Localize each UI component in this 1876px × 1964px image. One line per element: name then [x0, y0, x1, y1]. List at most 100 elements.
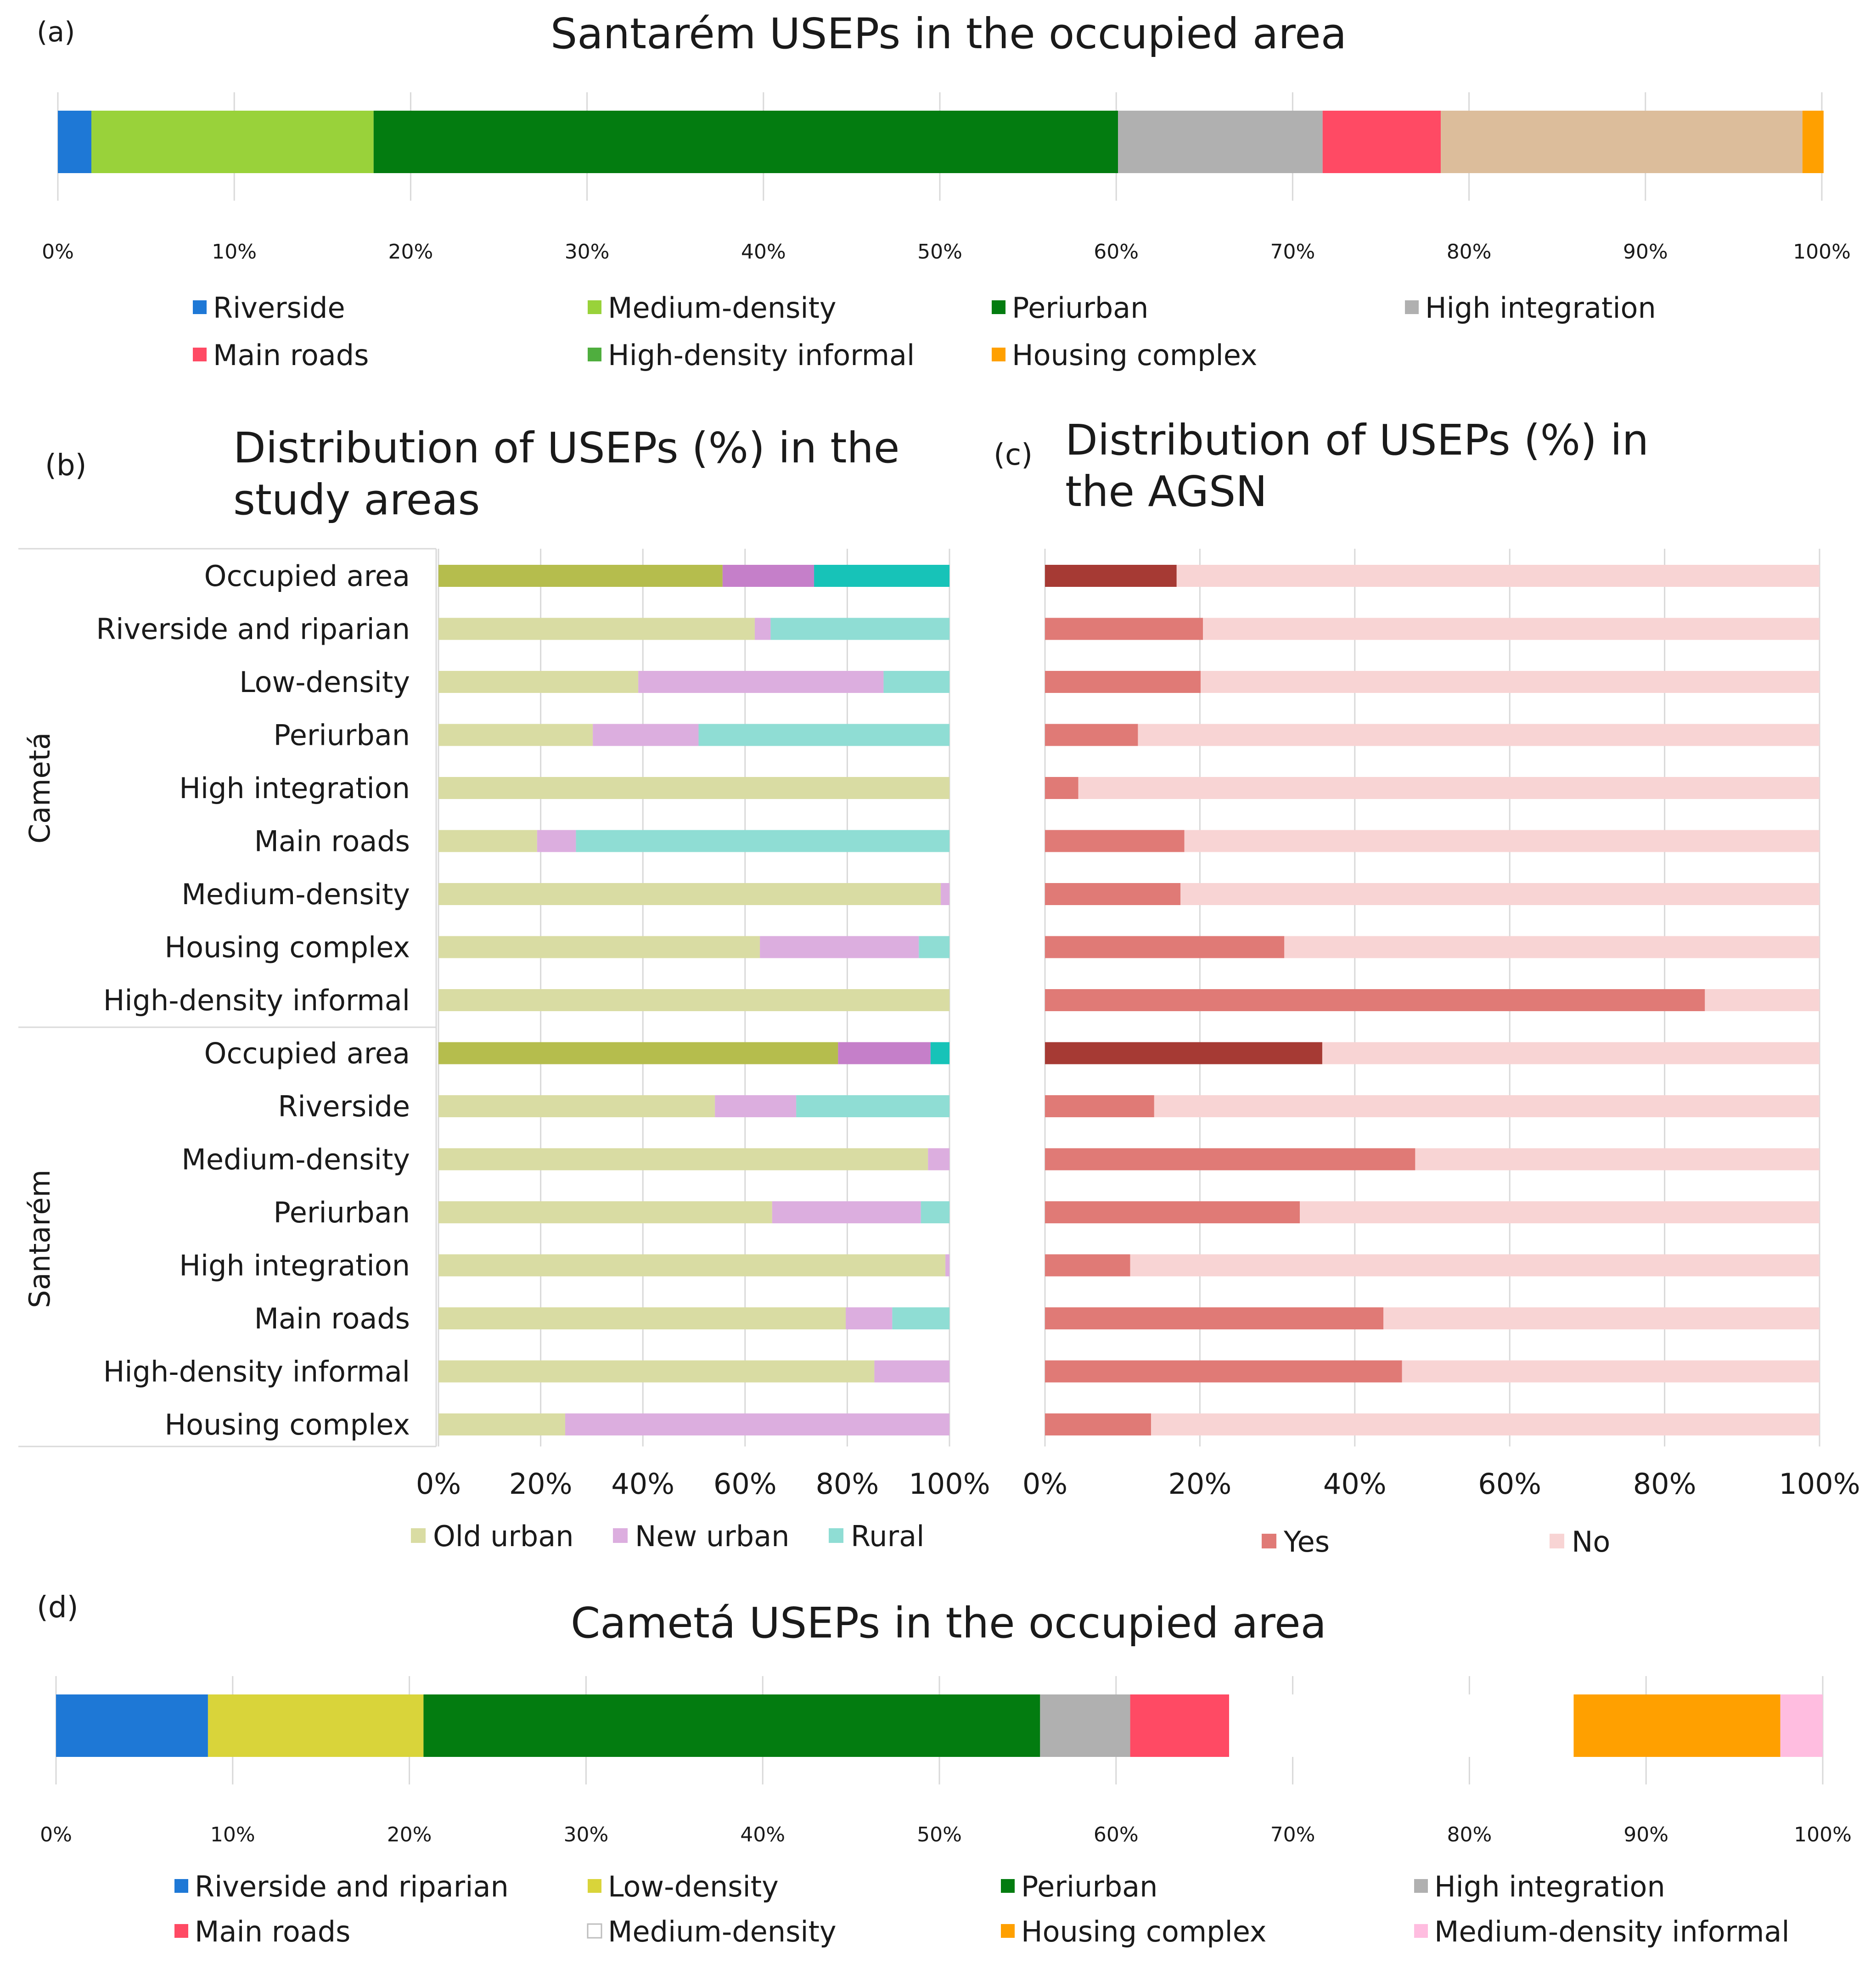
legend-label: High-density informal: [608, 338, 915, 372]
bar-segment: [892, 1307, 949, 1329]
panel-c-label: (c): [994, 438, 1033, 472]
bar-segment: [1229, 1694, 1574, 1757]
x-tick-label: 40%: [1323, 1467, 1387, 1501]
bar-segment: [772, 1201, 921, 1223]
row-label: Periurban: [274, 719, 410, 752]
no-segment: [1203, 618, 1820, 640]
legend-swatch: [588, 300, 601, 314]
row-label: Main roads: [254, 825, 410, 858]
legend-label: New urban: [635, 1519, 789, 1553]
x-tick-label: 20%: [388, 240, 433, 264]
bar-segment: [919, 936, 949, 958]
x-tick-label: 10%: [210, 1823, 255, 1846]
x-tick-label: 20%: [509, 1467, 573, 1501]
legend-swatch: [193, 300, 207, 314]
legend-label: Main roads: [213, 338, 369, 372]
bar-segment: [874, 1360, 949, 1383]
panel-a-santarem-occupied-area: (a) Santarém USEPs in the occupied area …: [37, 9, 1851, 372]
panel-b-label: (b): [45, 449, 87, 483]
legend-label: Medium-density informal: [1434, 1915, 1790, 1948]
panel-d-label: (d): [37, 1591, 79, 1625]
row-label: Periurban: [274, 1196, 410, 1229]
legend-swatch: [587, 1923, 602, 1939]
row-label: Riverside: [278, 1090, 410, 1123]
no-segment: [1151, 1413, 1820, 1435]
row-label: Housing complex: [165, 1408, 410, 1441]
row-label: High integration: [179, 771, 410, 805]
yes-segment: [1045, 1095, 1154, 1117]
legend-swatch: [1001, 1879, 1015, 1893]
bar-segment: [1118, 111, 1323, 173]
no-segment: [1284, 936, 1820, 958]
row-label: Occupied area: [204, 1037, 410, 1070]
x-tick-label: 50%: [917, 240, 962, 264]
yes-segment: [1045, 777, 1078, 799]
legend-label: Periurban: [1012, 291, 1148, 325]
bar-segment: [423, 1694, 1040, 1757]
row-label: Riverside and riparian: [96, 613, 410, 646]
bar-segment: [438, 777, 949, 799]
legend-label: Low-density: [608, 1870, 779, 1903]
yes-segment: [1045, 1042, 1322, 1064]
no-segment: [1201, 671, 1820, 693]
legend-label: Rural: [851, 1519, 924, 1553]
bar-segment: [438, 671, 639, 693]
legend-swatch: [992, 348, 1005, 361]
legend-swatch: [992, 300, 1005, 314]
bar-segment: [593, 724, 699, 746]
legend-swatch: [1001, 1924, 1015, 1938]
legend-label: Periurban: [1021, 1870, 1157, 1903]
x-tick-label: 80%: [815, 1467, 879, 1501]
legend-swatch: [1550, 1534, 1564, 1548]
yes-segment: [1045, 671, 1201, 693]
panel-b-title-line-1: Distribution of USEPs (%) in the: [233, 423, 899, 473]
bar-segment: [760, 936, 919, 958]
bar-segment: [838, 1042, 931, 1064]
row-label: Medium-density: [181, 1143, 410, 1176]
bar-segment: [537, 830, 576, 852]
legend-swatch: [829, 1528, 843, 1543]
bar-segment: [941, 883, 949, 905]
bar-segment: [438, 1413, 566, 1435]
bar-segment: [1802, 111, 1824, 173]
yes-segment: [1045, 1201, 1300, 1223]
legend-label: No: [1572, 1525, 1610, 1559]
no-segment: [1154, 1095, 1820, 1117]
bar-segment: [930, 1042, 949, 1064]
x-tick-label: 60%: [1094, 240, 1139, 264]
yes-segment: [1045, 1254, 1130, 1277]
panel-c-title-line-1: Distribution of USEPs (%) in: [1065, 416, 1649, 465]
x-tick-label: 90%: [1623, 1823, 1668, 1846]
bar-segment: [1573, 1694, 1781, 1757]
x-tick-label: 60%: [1478, 1467, 1541, 1501]
bar-segment: [576, 830, 949, 852]
x-tick-label: 70%: [1270, 1823, 1315, 1846]
bar-segment: [1130, 1694, 1230, 1757]
legend-label: Housing complex: [1021, 1915, 1266, 1948]
bar-segment: [846, 1307, 893, 1329]
bar-segment: [638, 671, 884, 693]
panel-b-distribution-study-areas: (b) Distribution of USEPs (%) in the stu…: [18, 423, 990, 1553]
yes-segment: [1045, 1148, 1415, 1171]
x-tick-label: 30%: [564, 1823, 609, 1846]
bar-segment: [438, 830, 537, 852]
legend-label: Riverside and riparian: [195, 1870, 509, 1903]
yes-segment: [1045, 883, 1181, 905]
x-tick-label: 50%: [917, 1823, 962, 1846]
bar-segment: [770, 618, 949, 640]
x-tick-label: 80%: [1447, 240, 1492, 264]
legend-swatch: [411, 1528, 426, 1543]
legend-swatch: [588, 1879, 601, 1893]
yes-segment: [1045, 1413, 1151, 1435]
x-tick-label: 100%: [1793, 240, 1851, 264]
group-label: Santarém: [23, 1170, 56, 1308]
row-label: Housing complex: [165, 931, 410, 964]
row-label: High-density informal: [103, 984, 410, 1017]
bar-segment: [796, 1095, 949, 1117]
no-segment: [1402, 1360, 1820, 1383]
panel-c-distribution-agsn: (c) Distribution of USEPs (%) in the AGS…: [994, 416, 1860, 1559]
x-tick-label: 40%: [740, 1823, 785, 1846]
bar-segment: [1322, 111, 1441, 173]
legend-swatch: [613, 1528, 628, 1543]
bar-segment: [58, 111, 91, 173]
